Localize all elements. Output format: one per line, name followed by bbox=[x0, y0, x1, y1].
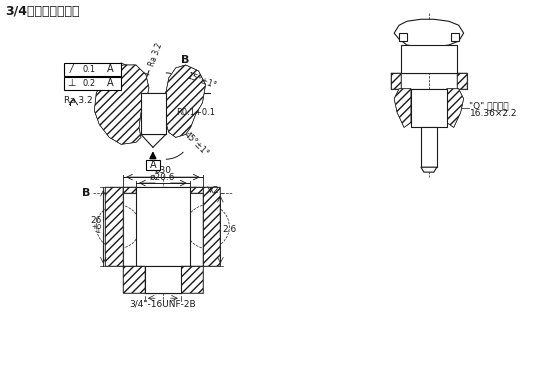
Polygon shape bbox=[456, 73, 466, 89]
Polygon shape bbox=[181, 267, 203, 293]
Polygon shape bbox=[421, 167, 437, 172]
Circle shape bbox=[186, 205, 229, 249]
Text: A: A bbox=[107, 65, 114, 74]
Polygon shape bbox=[399, 33, 407, 41]
Text: 0.1: 0.1 bbox=[83, 65, 96, 74]
Text: 2: 2 bbox=[213, 186, 218, 194]
Polygon shape bbox=[123, 187, 136, 193]
FancyBboxPatch shape bbox=[64, 63, 121, 76]
Polygon shape bbox=[105, 187, 123, 267]
Text: /: / bbox=[70, 65, 73, 74]
FancyBboxPatch shape bbox=[146, 160, 160, 170]
FancyBboxPatch shape bbox=[64, 77, 121, 90]
Polygon shape bbox=[123, 267, 145, 293]
Polygon shape bbox=[136, 187, 189, 267]
Polygon shape bbox=[421, 128, 437, 167]
Polygon shape bbox=[411, 89, 447, 128]
Text: +0: +0 bbox=[91, 224, 101, 230]
Text: 45°±1°: 45°±1° bbox=[183, 130, 211, 159]
Polygon shape bbox=[391, 73, 401, 89]
Text: 2.6: 2.6 bbox=[222, 225, 237, 234]
Text: 26: 26 bbox=[90, 216, 101, 225]
Text: ø20.6: ø20.6 bbox=[150, 173, 176, 182]
Text: 3/4"-16UNF-2B: 3/4"-16UNF-2B bbox=[130, 299, 196, 308]
Polygon shape bbox=[451, 33, 459, 41]
Polygon shape bbox=[394, 89, 411, 128]
Text: ⊥: ⊥ bbox=[67, 78, 76, 88]
Text: B: B bbox=[182, 55, 190, 65]
Polygon shape bbox=[189, 187, 203, 193]
Text: Ra 3.2: Ra 3.2 bbox=[64, 96, 92, 105]
Polygon shape bbox=[394, 19, 464, 47]
Text: -1: -1 bbox=[94, 228, 101, 234]
Text: ø30: ø30 bbox=[155, 166, 171, 175]
Circle shape bbox=[96, 205, 140, 249]
Text: 0.2: 0.2 bbox=[83, 79, 96, 88]
Text: "O" 型密封圈: "O" 型密封圈 bbox=[469, 101, 508, 110]
Text: 3/4寸英制螺纹安装: 3/4寸英制螺纹安装 bbox=[5, 5, 79, 18]
Text: B: B bbox=[82, 188, 90, 198]
Text: Ra 3.2: Ra 3.2 bbox=[147, 42, 165, 68]
Polygon shape bbox=[145, 267, 181, 293]
Text: 16.36×2.2: 16.36×2.2 bbox=[470, 109, 517, 118]
Text: R0.1+0.1: R0.1+0.1 bbox=[176, 108, 215, 117]
Polygon shape bbox=[141, 93, 166, 134]
Polygon shape bbox=[401, 45, 456, 73]
Polygon shape bbox=[447, 89, 464, 128]
Polygon shape bbox=[203, 187, 220, 267]
Text: A: A bbox=[107, 78, 114, 88]
Text: A: A bbox=[150, 160, 156, 170]
Polygon shape bbox=[164, 65, 206, 138]
Polygon shape bbox=[94, 65, 149, 144]
Text: 15°±1°: 15°±1° bbox=[186, 71, 218, 90]
